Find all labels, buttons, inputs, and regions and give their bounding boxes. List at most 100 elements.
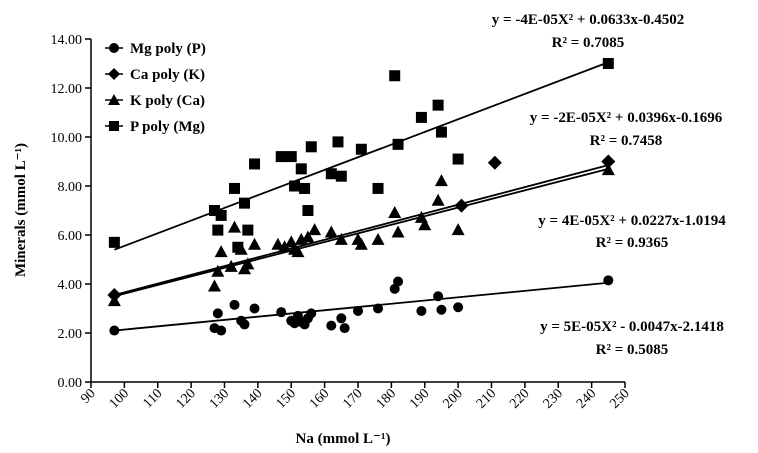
point-mg xyxy=(216,325,227,336)
point-k xyxy=(241,257,255,270)
point-k xyxy=(308,223,322,236)
point-mg xyxy=(416,305,427,316)
point-mg xyxy=(239,319,250,330)
point-k xyxy=(228,220,242,233)
x-tick-label: 130 xyxy=(207,386,232,411)
legend-item-mg: Mg poly (P) xyxy=(105,41,206,57)
point-ca xyxy=(601,154,616,169)
point-ca xyxy=(487,155,502,170)
x-tick-label: 230 xyxy=(541,386,566,411)
point-p xyxy=(208,205,220,216)
point-mg xyxy=(603,275,614,286)
trendline-ca xyxy=(114,164,609,296)
equation-mg: y = 5E-05X² - 0.0047x-2.1418 xyxy=(540,319,724,335)
x-tick-label: 250 xyxy=(607,386,632,411)
point-k xyxy=(418,218,432,231)
point-p xyxy=(242,224,254,236)
data-points xyxy=(107,58,616,336)
point-k xyxy=(434,174,448,187)
legend-item-ca: Ca poly (K) xyxy=(105,67,205,83)
point-p xyxy=(415,111,427,123)
x-tick-label: 120 xyxy=(173,386,198,411)
point-k xyxy=(391,225,405,238)
y-tick-label: 14.00 xyxy=(51,33,83,48)
point-k xyxy=(107,294,121,307)
point-mg xyxy=(326,320,337,331)
equations: y = -4E-05X² + 0.0633x-0.4502 R² = 0.708… xyxy=(492,12,726,358)
point-k xyxy=(291,245,305,258)
point-k xyxy=(224,259,238,272)
point-k xyxy=(451,223,465,236)
point-mg xyxy=(229,299,240,310)
trendline-k xyxy=(114,167,609,298)
trendline-mg xyxy=(114,281,609,332)
trendlines xyxy=(114,61,609,332)
x-tick-label: 160 xyxy=(307,386,332,411)
point-ca xyxy=(454,198,469,213)
legend-square-marker xyxy=(109,121,119,131)
point-p xyxy=(212,224,224,236)
point-k xyxy=(278,240,292,253)
point-k xyxy=(354,237,368,250)
legend-item-k: K poly (Ca) xyxy=(105,93,205,109)
point-k xyxy=(371,232,385,245)
y-tick-label: 4.00 xyxy=(58,278,83,293)
point-p xyxy=(299,182,311,194)
point-p xyxy=(355,143,367,155)
point-mg xyxy=(249,303,260,314)
point-p xyxy=(215,209,227,221)
x-tick-label: 150 xyxy=(274,386,299,411)
legend-label-k: K poly (Ca) xyxy=(130,93,205,109)
point-p xyxy=(452,153,464,165)
r2-k: R² = 0.9365 xyxy=(596,235,669,251)
x-axis-ticks: 90 100 110 120 130 140 150 160 170 180 190 200 210 22… xyxy=(78,382,633,412)
point-p xyxy=(389,70,401,82)
point-k xyxy=(324,225,338,238)
legend-triangle-marker xyxy=(108,94,120,105)
x-tick-label: 190 xyxy=(407,386,432,411)
point-mg xyxy=(436,304,447,315)
x-tick-label: 170 xyxy=(340,386,365,411)
legend-label-ca: Ca poly (K) xyxy=(130,67,205,83)
point-p xyxy=(285,151,297,163)
point-mg xyxy=(339,323,350,334)
point-p xyxy=(305,141,317,153)
x-axis-title: Na (mmol L⁻¹) xyxy=(296,431,391,447)
point-p xyxy=(289,180,301,192)
point-mg xyxy=(373,303,384,314)
x-tick-label: 210 xyxy=(474,386,499,411)
point-p xyxy=(229,182,241,194)
y-tick-label: 2.00 xyxy=(58,327,83,342)
y-axis-title: Minerals (mmol L⁻¹) xyxy=(13,143,29,277)
point-mg xyxy=(276,307,287,318)
x-tick-label: 240 xyxy=(574,386,599,411)
point-k xyxy=(248,237,262,250)
point-mg xyxy=(336,313,347,324)
r2-mg: R² = 0.5085 xyxy=(596,342,669,358)
point-mg xyxy=(212,308,223,319)
point-k xyxy=(211,264,225,277)
point-p xyxy=(325,168,337,180)
y-tick-label: 0.00 xyxy=(58,376,83,391)
point-p xyxy=(295,163,307,175)
point-p xyxy=(302,205,314,216)
legend: Mg poly (P) Ca poly (K) K poly (Ca) P po… xyxy=(105,41,206,135)
x-tick-label: 180 xyxy=(374,386,399,411)
point-mg xyxy=(453,302,464,313)
x-tick-label: 100 xyxy=(107,386,132,411)
trendline-p xyxy=(114,61,609,251)
point-p xyxy=(335,170,347,182)
point-k xyxy=(601,163,615,176)
point-p xyxy=(332,136,344,148)
point-mg xyxy=(393,276,404,287)
equation-p: y = -4E-05X² + 0.0633x-0.4502 xyxy=(492,12,684,28)
point-p xyxy=(275,151,287,163)
point-p xyxy=(435,126,447,138)
x-tick-label: 110 xyxy=(140,386,165,411)
point-mg xyxy=(109,325,120,336)
legend-item-p: P poly (Mg) xyxy=(105,119,205,135)
point-p xyxy=(602,58,614,69)
legend-label-mg: Mg poly (P) xyxy=(130,41,206,57)
